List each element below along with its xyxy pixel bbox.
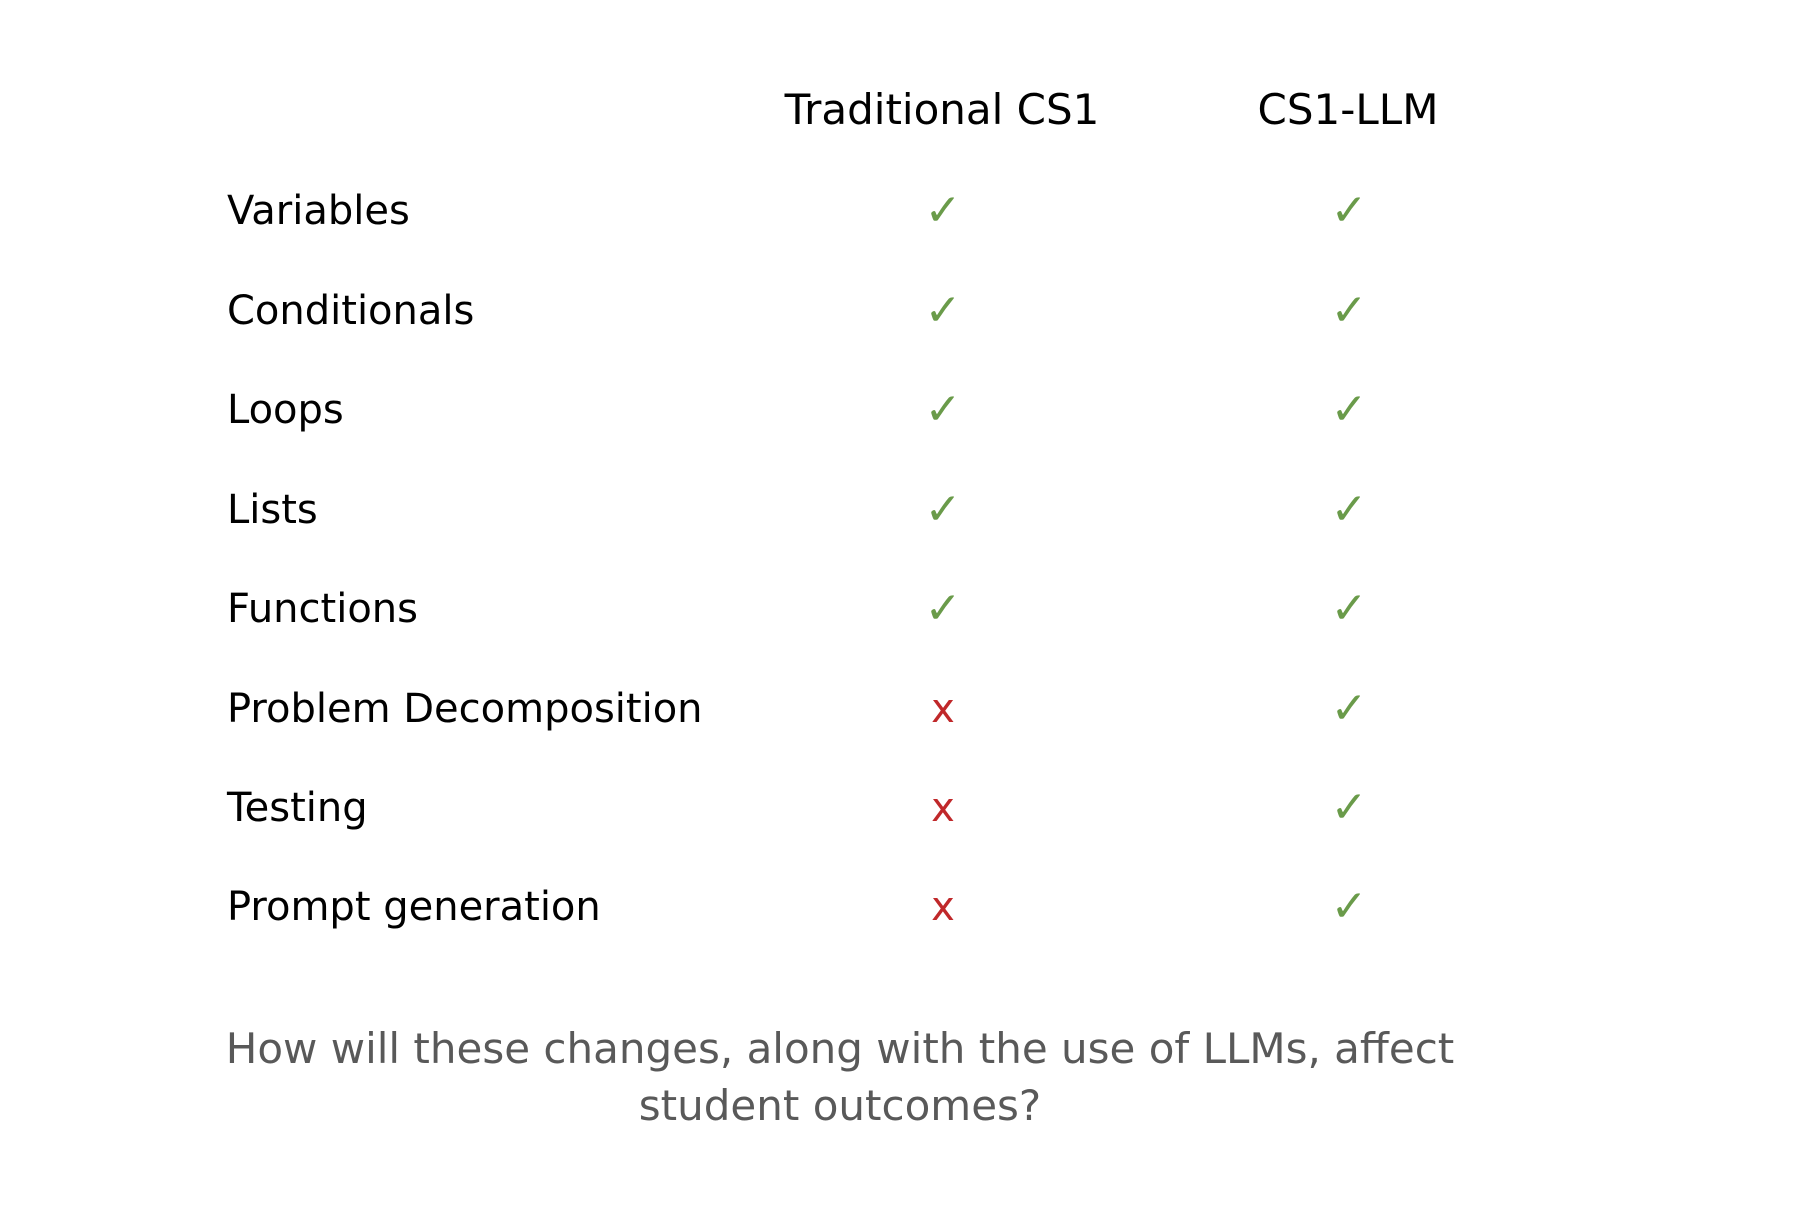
table-row: Conditionals ✓ ✓ <box>0 281 1804 341</box>
checkmark-icon: ✓ <box>924 583 962 634</box>
table-row: Loops ✓ ✓ <box>0 380 1804 440</box>
table-row: Lists ✓ ✓ <box>0 480 1804 540</box>
checkmark-icon: ✓ <box>924 384 962 435</box>
checkmark-icon: ✓ <box>924 484 962 535</box>
row-label: Lists <box>227 487 318 533</box>
column-header-cs1-llm: CS1-LLM <box>1257 85 1439 134</box>
checkmark-icon: ✓ <box>1330 185 1368 236</box>
table-row: Problem Decomposition x ✓ <box>0 679 1804 739</box>
checkmark-icon: ✓ <box>1330 881 1368 932</box>
row-label: Variables <box>227 188 410 234</box>
row-label: Testing <box>227 785 368 831</box>
cross-icon: x <box>931 884 955 930</box>
row-label: Conditionals <box>227 288 475 334</box>
checkmark-icon: ✓ <box>1330 384 1368 435</box>
checkmark-icon: ✓ <box>1330 285 1368 336</box>
row-label: Prompt generation <box>227 884 601 930</box>
row-label: Problem Decomposition <box>227 686 703 732</box>
checkmark-icon: ✓ <box>1330 782 1368 833</box>
checkmark-icon: ✓ <box>1330 583 1368 634</box>
checkmark-icon: ✓ <box>924 285 962 336</box>
row-label: Loops <box>227 387 344 433</box>
cross-icon: x <box>931 785 955 831</box>
checkmark-icon: ✓ <box>1330 484 1368 535</box>
column-header-traditional-cs1: Traditional CS1 <box>784 85 1100 134</box>
cross-icon: x <box>931 686 955 732</box>
row-label: Functions <box>227 586 418 632</box>
table-row: Variables ✓ ✓ <box>0 181 1804 241</box>
table-row: Testing x ✓ <box>0 778 1804 838</box>
checkmark-icon: ✓ <box>1330 683 1368 734</box>
table-row: Prompt generation x ✓ <box>0 877 1804 937</box>
checkmark-icon: ✓ <box>924 185 962 236</box>
closing-question: How will these changes, along with the u… <box>225 1024 1455 1130</box>
table-row: Functions ✓ ✓ <box>0 579 1804 639</box>
